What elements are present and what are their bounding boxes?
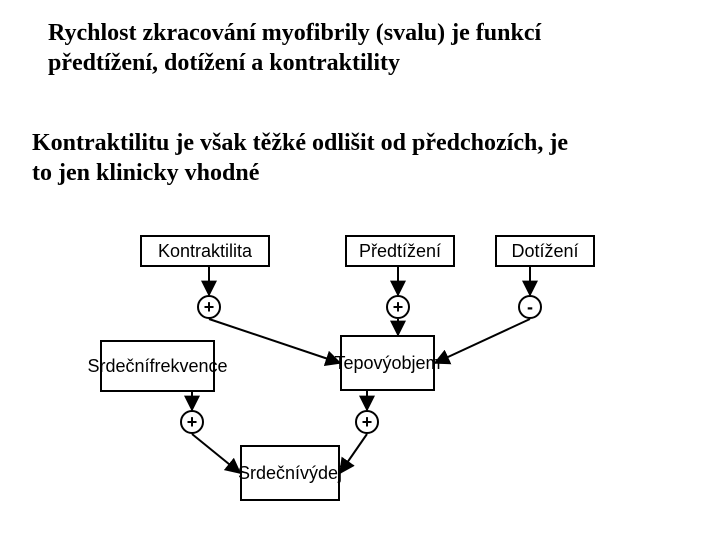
node-dotizeni: Dotížení (495, 235, 595, 267)
node-tepovy_objem: Tepovýobjem (340, 335, 435, 391)
heading-2-line: to jen klinicky vhodné (32, 158, 568, 188)
node-predtizeni: Předtížení (345, 235, 455, 267)
sign-s2: + (386, 295, 410, 319)
heading-1-line: Rychlost zkracování myofibrily (svalu) j… (48, 18, 541, 48)
edge (192, 434, 240, 473)
heading-1: Rychlost zkracování myofibrily (svalu) j… (48, 18, 541, 78)
heading-1-line: předtížení, dotížení a kontraktility (48, 48, 541, 78)
edge (340, 434, 367, 473)
diagram: Kontraktilita Předtížení Dotížení Srdečnífr… (100, 235, 620, 515)
sign-s4: + (180, 410, 204, 434)
sign-s5: + (355, 410, 379, 434)
heading-2-line: Kontraktilitu je však těžké odlišit od p… (32, 128, 568, 158)
sign-s1: + (197, 295, 221, 319)
edge (209, 319, 340, 363)
sign-s3: - (518, 295, 542, 319)
node-srdecni_frekv: Srdečnífrekvence (100, 340, 215, 392)
node-srdecni_vydej: Srdečnívýdej (240, 445, 340, 501)
edge (435, 319, 530, 363)
node-kontraktilita: Kontraktilita (140, 235, 270, 267)
heading-2: Kontraktilitu je však těžké odlišit od p… (32, 128, 568, 188)
